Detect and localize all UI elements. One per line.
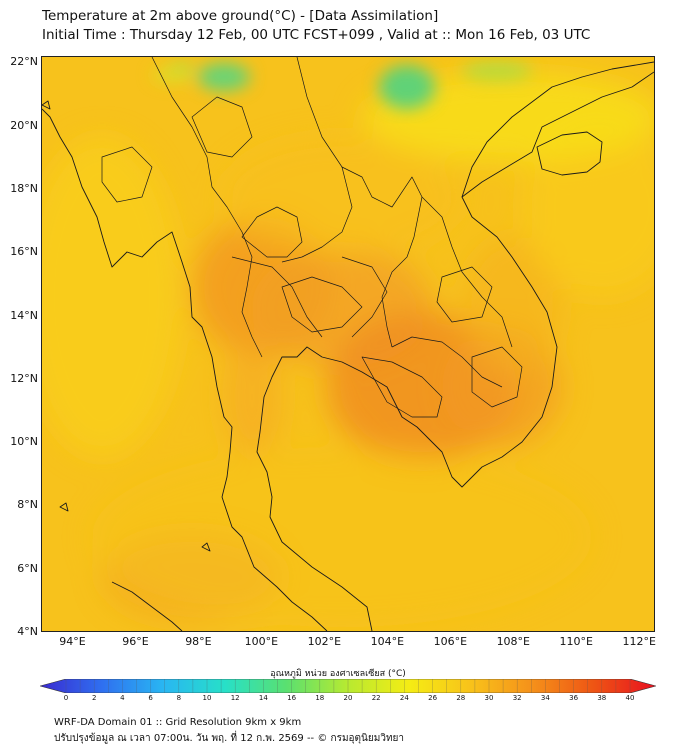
- lat-tick-label: 4°N: [17, 625, 38, 638]
- footer-update: ปรับปรุงข้อมูล ณ เวลา 07:00น. วัน พฤ. ที…: [54, 733, 405, 744]
- lat-tick-label: 10°N: [10, 435, 38, 449]
- colorbar-tick-label: 36: [569, 694, 579, 702]
- colorbar-tick-label: 4: [120, 694, 125, 702]
- colorbar-tick-label: 10: [202, 694, 212, 702]
- lon-tick-label: 106°E: [433, 635, 468, 648]
- colorbar-tick-label: 24: [399, 694, 409, 702]
- colorbar-tick-label: 30: [484, 694, 494, 702]
- colorbar-tick-label: 28: [456, 694, 466, 702]
- colorbar-tick-label: 6: [148, 694, 153, 702]
- colorbar-tick-label: 18: [315, 694, 325, 702]
- lon-tick-label: 100°E: [244, 635, 279, 648]
- colorbar-tick-label: 8: [176, 694, 182, 702]
- lon-tick-label: 98°E: [185, 635, 212, 648]
- colorbar-tick-label: 14: [258, 694, 268, 702]
- colorbar-title: อุณหภูมิ หน่วย องศาเซลเซียส (°C): [270, 669, 406, 679]
- coastlines: [42, 61, 654, 631]
- lat-tick-label: 16°N: [10, 245, 38, 259]
- lon-tick-label: 96°E: [122, 635, 149, 648]
- lon-tick-label: 94°E: [59, 635, 86, 648]
- colorbar-tick-label: 34: [540, 694, 550, 702]
- colorbar-tick-label: 12: [230, 694, 240, 702]
- lat-tick-label: 18°N: [10, 181, 38, 195]
- colorbar-tick-label: 20: [343, 694, 353, 702]
- colorbar-tick-label: 0: [63, 694, 69, 702]
- colorbar-tick-label: 22: [371, 694, 381, 702]
- colorbar-tick-label: 26: [428, 694, 438, 702]
- temperature-field: [42, 72, 654, 627]
- lon-tick-label: 104°E: [370, 635, 405, 648]
- colorbar-tick-label: 38: [597, 694, 607, 702]
- colorbar-tick-label: 40: [625, 694, 635, 702]
- lat-tick-label: 20°N: [10, 118, 38, 132]
- chart-title: Temperature at 2m above ground(°C) - [Da…: [42, 8, 439, 24]
- lat-tick-label: 14°N: [10, 308, 38, 322]
- colorbar: [40, 679, 656, 693]
- colorbar-tick-label: 2: [91, 694, 97, 702]
- lat-tick-label: 8°N: [17, 498, 38, 512]
- chart-subtitle: Initial Time : Thursday 12 Feb, 00 UTC F…: [42, 27, 591, 43]
- lat-tick-label: 12°N: [10, 371, 38, 385]
- lon-tick-label: 110°E: [559, 635, 593, 648]
- footer-resolution: WRF-DA Domain 01 :: Grid Resolution 9km …: [54, 717, 302, 728]
- lon-tick-label: 102°E: [307, 635, 342, 648]
- lat-tick-label: 6°N: [17, 561, 38, 575]
- lon-tick-label: 112°E: [622, 635, 656, 648]
- lat-tick-label: 22°N: [10, 55, 38, 69]
- map-canvas: [42, 57, 654, 631]
- cool-highland-patches: [152, 61, 532, 109]
- lon-tick-label: 108°E: [496, 635, 531, 648]
- temperature-map[interactable]: [41, 56, 655, 632]
- colorbar-tick-label: 32: [512, 694, 522, 702]
- borders: [101, 57, 523, 418]
- colorbar-tick-label: 16: [287, 694, 297, 702]
